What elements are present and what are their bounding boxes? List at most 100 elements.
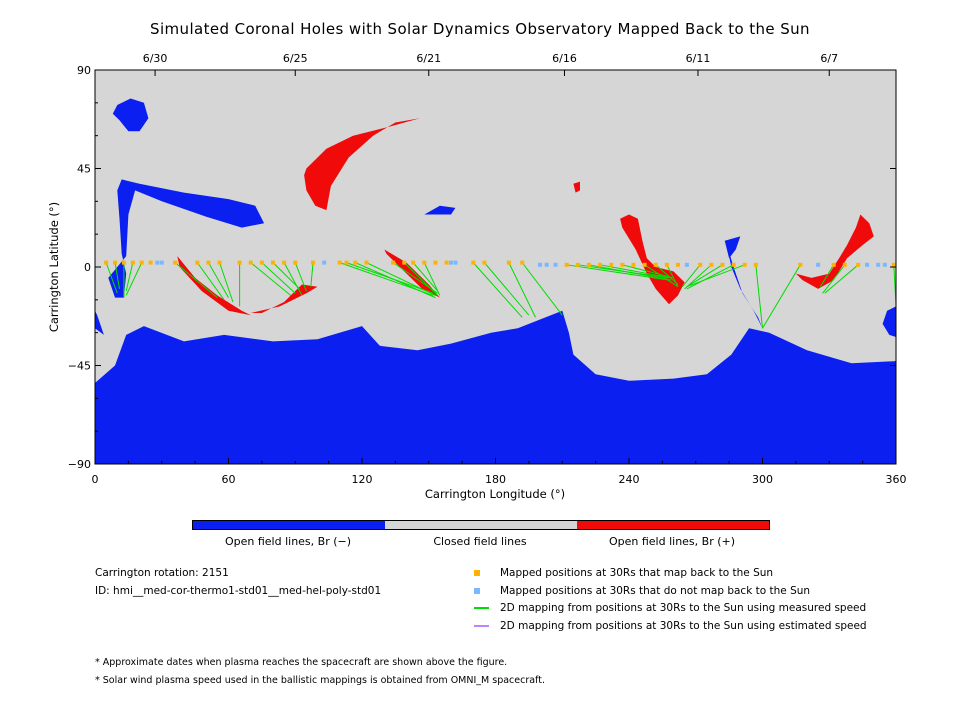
mapping-line-12 bbox=[272, 262, 301, 290]
legend-line-measured-speed bbox=[474, 607, 489, 609]
mapping-line-43 bbox=[819, 264, 835, 287]
unmapped-point-5 bbox=[538, 262, 542, 267]
mapped-point-35 bbox=[609, 262, 614, 267]
mapped-point-13 bbox=[271, 260, 275, 265]
mapped-point-11 bbox=[248, 260, 253, 265]
mapped-point-32 bbox=[575, 262, 580, 267]
y-tick-label-1: 45 bbox=[77, 163, 91, 176]
coronal-hole-negative-3 bbox=[108, 179, 265, 298]
mapping-line-40 bbox=[686, 264, 745, 288]
unmapped-point-9 bbox=[816, 262, 821, 267]
mapping-line-31 bbox=[599, 264, 672, 279]
unmapped-point-0 bbox=[155, 260, 160, 265]
colorbar-label-open-negative: Open field lines, Br (−) bbox=[224, 535, 352, 548]
date-tick-label-2: 6/21 bbox=[416, 52, 441, 65]
mapped-point-16 bbox=[311, 260, 316, 265]
coronal-hole-negative-2 bbox=[882, 306, 896, 337]
mapped-point-43 bbox=[709, 262, 714, 267]
mapped-point-1 bbox=[113, 260, 118, 265]
mapped-point-48 bbox=[798, 262, 803, 267]
mapped-points-layer bbox=[104, 260, 896, 267]
legend-label-not-mapped: Mapped positions at 30Rs that do not map… bbox=[500, 585, 811, 597]
mapping-line-33 bbox=[644, 264, 679, 288]
mapped-point-44 bbox=[720, 262, 725, 267]
unmapped-point-11 bbox=[876, 262, 881, 267]
mapping-line-15 bbox=[310, 262, 314, 287]
mapping-line-19 bbox=[366, 262, 436, 296]
coronal-holes-layer bbox=[95, 98, 896, 464]
mapped-point-37 bbox=[631, 262, 636, 267]
coronal-hole-positive-8 bbox=[304, 118, 420, 211]
unmapped-point-10 bbox=[865, 262, 870, 267]
mapped-point-46 bbox=[742, 262, 747, 267]
unmapped-point-4 bbox=[453, 260, 458, 265]
mapped-point-2 bbox=[121, 260, 126, 265]
mapped-point-5 bbox=[148, 260, 153, 265]
mapped-point-14 bbox=[282, 260, 287, 265]
mapped-point-39 bbox=[653, 262, 658, 267]
mapped-point-34 bbox=[598, 262, 603, 267]
mapped-point-49 bbox=[831, 262, 836, 267]
mapped-point-15 bbox=[293, 260, 298, 265]
mapping-line-32 bbox=[622, 264, 674, 279]
mapped-point-29 bbox=[506, 260, 511, 265]
mapped-point-41 bbox=[675, 262, 680, 267]
mapped-point-0 bbox=[104, 260, 109, 265]
mapping-line-21 bbox=[403, 262, 439, 296]
chart-title: Simulated Coronal Holes with Solar Dynam… bbox=[150, 20, 810, 38]
mapping-line-22 bbox=[412, 262, 439, 292]
mapped-point-19 bbox=[353, 260, 358, 265]
x-tick-label-240: 240 bbox=[619, 473, 640, 486]
legend-label-mapped: Mapped positions at 30Rs that map back t… bbox=[500, 567, 774, 579]
x-tick-label-180: 180 bbox=[485, 473, 506, 486]
colorbar-label-open-positive: Open field lines, Br (+) bbox=[608, 535, 736, 548]
mapped-point-51 bbox=[856, 262, 861, 267]
mapped-point-33 bbox=[586, 262, 591, 267]
legend-marker-not-mapped bbox=[474, 588, 480, 594]
coronal-hole-negative-4 bbox=[112, 98, 149, 132]
mapped-point-24 bbox=[422, 260, 427, 265]
footnote-dates: * Approximate dates when plasma reaches … bbox=[95, 657, 508, 668]
mapped-point-20 bbox=[364, 260, 369, 265]
date-tick-label-1: 6/25 bbox=[283, 52, 308, 65]
colorbar-closed bbox=[385, 521, 577, 529]
coronal-hole-positive-12 bbox=[620, 214, 685, 305]
mapping-line-38 bbox=[686, 264, 723, 288]
mapping-line-30 bbox=[588, 264, 672, 281]
unmapped-point-6 bbox=[544, 262, 549, 267]
footnote-speed-source: * Solar wind plasma speed used in the ba… bbox=[95, 675, 545, 686]
colorbar bbox=[192, 520, 770, 530]
unmapped-point-3 bbox=[449, 260, 453, 265]
mapping-line-27 bbox=[521, 262, 563, 316]
mapping-line-10 bbox=[250, 262, 292, 296]
mapped-point-28 bbox=[482, 260, 487, 265]
mapping-line-13 bbox=[283, 262, 303, 296]
carrington-rotation: Carrington rotation: 2151 bbox=[95, 567, 229, 579]
mapping-line-39 bbox=[686, 264, 734, 290]
mapped-point-8 bbox=[206, 260, 211, 265]
mapped-point-18 bbox=[344, 260, 349, 265]
model-id: ID: hmi__med-cor-thermo1-std01__med-hel-… bbox=[95, 585, 382, 597]
y-tick-label-3: −45 bbox=[68, 360, 91, 373]
x-tick-label-120: 120 bbox=[352, 473, 373, 486]
colorbar-open-positive bbox=[577, 521, 769, 529]
mapping-line-4 bbox=[125, 262, 143, 296]
mapped-point-38 bbox=[642, 262, 647, 267]
mapped-point-52 bbox=[891, 262, 896, 267]
unmapped-point-8 bbox=[684, 262, 689, 267]
mapped-point-23 bbox=[411, 260, 416, 265]
mapped-point-45 bbox=[731, 262, 736, 267]
mapping-line-45 bbox=[824, 264, 859, 294]
mapping-line-6 bbox=[196, 262, 225, 301]
coronal-hole-positive-13 bbox=[573, 181, 580, 193]
mapped-point-17 bbox=[337, 260, 342, 265]
coronal-hole-negative-1 bbox=[95, 310, 104, 335]
mapped-point-12 bbox=[259, 260, 264, 265]
mapping-line-0 bbox=[105, 262, 118, 294]
mapped-point-40 bbox=[664, 262, 669, 267]
mapped-point-22 bbox=[402, 260, 407, 265]
mapped-point-26 bbox=[444, 260, 449, 265]
x-tick-label-360: 360 bbox=[886, 473, 907, 486]
mapping-line-26 bbox=[508, 262, 536, 318]
unmapped-point-2 bbox=[322, 260, 327, 265]
